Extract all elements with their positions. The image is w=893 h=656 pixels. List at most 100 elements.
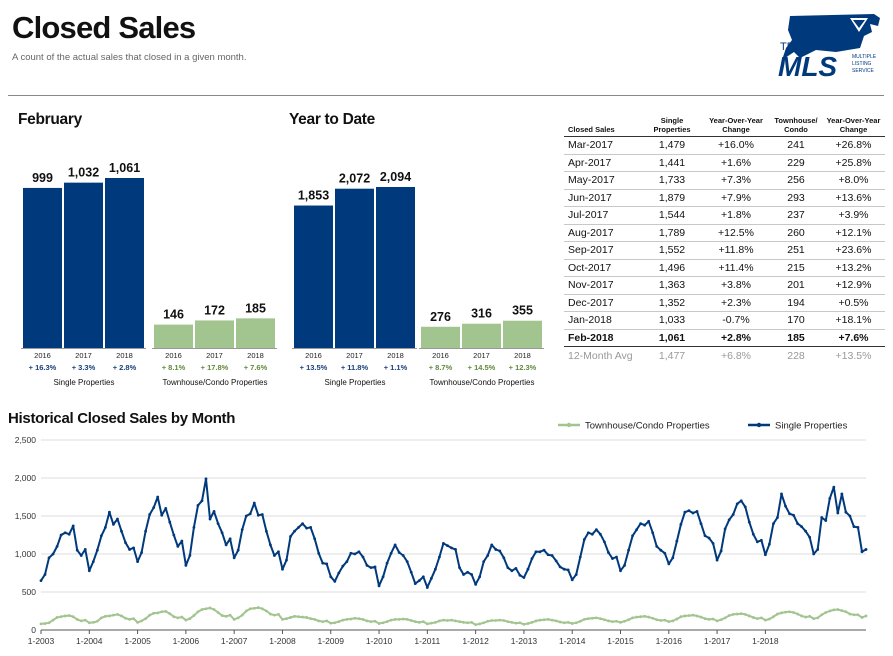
data-point	[731, 513, 735, 516]
data-point	[333, 621, 337, 625]
data-point	[433, 621, 437, 624]
data-point	[192, 526, 196, 529]
data-point	[381, 575, 385, 579]
data-point	[466, 570, 469, 574]
data-point	[844, 610, 848, 614]
data-point	[659, 619, 663, 622]
data-point	[731, 613, 735, 616]
table-cell: 1,363	[642, 276, 702, 295]
data-point	[91, 560, 95, 563]
data-point	[124, 541, 127, 544]
data-point	[204, 477, 208, 481]
data-point	[578, 555, 582, 559]
data-point	[450, 618, 453, 622]
bar-change-label: + 17.8%	[201, 363, 229, 372]
table-cell: 260	[770, 224, 822, 242]
bar-year-label: 2018	[247, 351, 264, 360]
data-point	[772, 615, 775, 619]
data-point	[711, 541, 715, 545]
data-point	[635, 528, 639, 532]
legend-marker	[566, 422, 572, 428]
data-point	[526, 622, 530, 625]
data-point	[820, 613, 824, 617]
data-point	[136, 621, 139, 624]
data-point	[747, 614, 751, 618]
data-point	[43, 573, 47, 576]
data-point	[739, 612, 743, 616]
data-point	[619, 569, 622, 573]
x-tick-label: 1-2008	[269, 636, 296, 646]
data-point	[800, 525, 804, 529]
data-point	[466, 621, 469, 625]
data-point	[377, 622, 381, 625]
data-point	[768, 542, 771, 546]
table-cell: +7.3%	[702, 171, 770, 190]
february-bar-chart: 999 2016 + 16.3% 1,032 2017 + 3.3% 1,061 2018 + …	[21, 161, 277, 387]
table-cell: Jan-2018	[564, 311, 642, 330]
data-point	[647, 519, 651, 523]
data-point	[820, 516, 824, 519]
data-point	[281, 567, 284, 571]
data-point	[598, 532, 602, 536]
data-point	[530, 621, 534, 624]
bar-single-2017	[335, 188, 374, 348]
data-point	[240, 613, 244, 617]
table-row: Sep-2017 1,552 +11.8% 251 +23.6%	[564, 241, 885, 260]
data-point	[719, 618, 723, 622]
data-point	[148, 613, 152, 617]
table-cell: 256	[770, 171, 822, 190]
data-point	[554, 559, 558, 563]
bar-group-label: Single Properties	[54, 378, 115, 387]
data-point	[385, 620, 389, 624]
data-point	[236, 548, 240, 552]
bar-single-2018	[105, 178, 144, 348]
bar-townhouse-2017	[195, 320, 234, 348]
data-point	[357, 550, 361, 554]
data-point	[79, 554, 83, 557]
data-point	[836, 608, 840, 611]
data-point	[273, 554, 276, 557]
data-point	[836, 511, 840, 515]
table-cell: 194	[770, 294, 822, 312]
data-point	[39, 622, 43, 626]
data-point	[293, 614, 296, 618]
data-point	[804, 615, 808, 619]
data-point	[285, 617, 288, 620]
data-point	[594, 528, 598, 532]
data-point	[691, 613, 695, 617]
table-cell: +23.6%	[822, 241, 885, 260]
data-point	[759, 616, 763, 620]
bar-change-label: + 14.5%	[468, 363, 496, 372]
data-point	[329, 575, 333, 579]
data-point	[224, 543, 228, 547]
data-point	[112, 522, 115, 526]
data-point	[723, 527, 727, 531]
data-point	[844, 510, 848, 514]
data-point	[755, 540, 759, 544]
february-title: February	[18, 111, 82, 128]
data-point	[494, 548, 498, 551]
table-cell: 1,033	[642, 311, 702, 330]
data-point	[780, 611, 783, 615]
data-point	[727, 518, 731, 522]
data-point	[800, 614, 804, 618]
data-point	[562, 567, 566, 571]
data-point	[168, 520, 172, 524]
table-cell: +3.9%	[822, 206, 885, 225]
data-point	[79, 619, 83, 623]
data-point	[393, 617, 397, 621]
data-point	[232, 556, 236, 560]
table-cell: Feb-2018	[564, 329, 642, 347]
table-cell: +11.8%	[702, 241, 770, 260]
data-point	[357, 617, 361, 620]
data-point	[542, 548, 546, 552]
data-point	[522, 576, 526, 579]
ytd-title: Year to Date	[289, 111, 375, 128]
data-point	[95, 619, 99, 623]
data-point	[808, 614, 812, 618]
data-point	[248, 512, 252, 516]
data-point	[200, 608, 204, 611]
data-point	[309, 617, 313, 620]
bar-year-label: 2017	[75, 351, 92, 360]
data-point	[59, 533, 63, 537]
